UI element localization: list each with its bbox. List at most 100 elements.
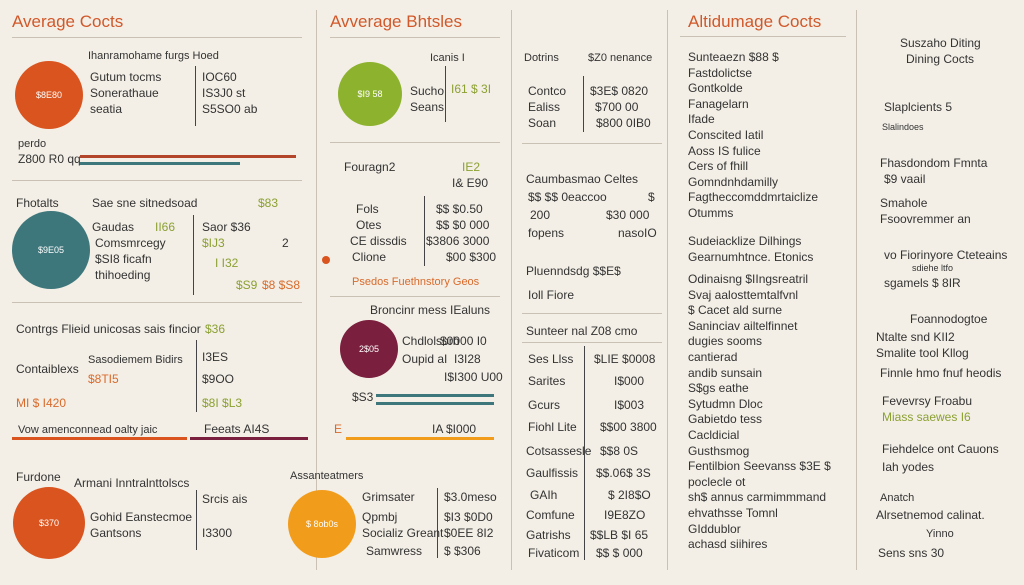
circle-label: $370 xyxy=(38,518,60,528)
list-item: Svaj aalosttemtalfvnl xyxy=(688,287,799,302)
col1-s2-header: Fhotalts xyxy=(16,196,59,210)
col1-s2-circle: $9E05 xyxy=(12,211,90,289)
col5-c: Smahole xyxy=(880,196,928,210)
col5-f2: Miass saewes I6 xyxy=(882,410,971,424)
row-value: S5SO0 ab xyxy=(202,102,258,116)
row-value: $00 $300 xyxy=(446,250,497,264)
col1-s2-vline xyxy=(193,215,194,295)
list-item: Cacldicial xyxy=(688,428,740,442)
circle-label: $9E05 xyxy=(37,245,65,255)
col1-s1-left1: perdo xyxy=(18,138,47,150)
row-label: Comfune xyxy=(526,508,575,522)
col5-a2: Slalindoes xyxy=(882,122,924,132)
row-label: $SI8 ficafn xyxy=(95,252,152,266)
list-item: Sunteaezn $88 $ xyxy=(688,50,779,64)
row-label: Gutum tocms xyxy=(90,70,162,84)
list-item: Gusthsmog xyxy=(688,443,750,458)
list-item: dugies sooms xyxy=(688,334,763,349)
col5-h3: Yinno xyxy=(926,528,954,540)
row-value: I$000 xyxy=(614,374,645,388)
col5-a: Slaplcients 5 xyxy=(884,100,953,114)
row-value: $3E$ 0820 xyxy=(590,84,649,98)
row-value: $$.06$ 3S xyxy=(596,466,651,480)
col5-d2: sdiehe ltfo xyxy=(912,263,954,273)
col2-s3-bar-a xyxy=(376,394,494,397)
row-value: IS3J0 st xyxy=(202,86,246,100)
row-label: Oupid aI xyxy=(402,352,448,366)
col2-s4-vline xyxy=(437,488,438,558)
col2-s2-header: Fouragn2 xyxy=(344,160,396,174)
row-label: Contco xyxy=(528,84,567,98)
col2-s2-val2: I& E90 xyxy=(452,176,489,190)
row-label: Ealiss xyxy=(528,100,561,114)
row-extra: 2 xyxy=(282,236,289,250)
col5-h4: Sens sns 30 xyxy=(878,546,945,560)
row-label: seatia xyxy=(90,102,123,116)
row-label: Samwress xyxy=(366,544,423,558)
row-value: $ xyxy=(648,190,655,204)
divider-4 xyxy=(856,10,857,570)
row-value: I61 $ 3I xyxy=(451,82,492,96)
col1-s1-bar-b xyxy=(80,162,240,165)
col3-s1-rule xyxy=(522,143,662,144)
col3-s3-rule xyxy=(522,313,662,314)
row-label: fopens xyxy=(528,226,565,240)
row-extra: $8 $S8 xyxy=(262,278,301,292)
col2-s2-val: IE2 xyxy=(462,160,481,174)
row-value: $3806 3000 xyxy=(426,234,490,248)
row-label: CE dissdis xyxy=(350,234,407,248)
col2-s3-bar-c xyxy=(346,437,494,440)
row-label: $$ $$ 0eaccoo xyxy=(528,190,607,204)
row-label: Gcurs xyxy=(528,398,561,412)
col2-s2-dot xyxy=(322,256,330,264)
row-value: I$003 xyxy=(614,398,645,412)
list-item: Gontkolde xyxy=(688,81,743,96)
col4-list2-title2: Gearnumhtnce. Etonics xyxy=(688,250,814,264)
row-label: Grimsater xyxy=(362,490,415,504)
row-value: I9E8ZO xyxy=(604,508,646,522)
row-label: Cotsassesle xyxy=(526,444,592,458)
col1-s4-circle: $370 xyxy=(13,487,85,559)
row-value: Sasodiemem Bidirs xyxy=(88,354,183,366)
row-label: Ses Llss xyxy=(528,352,574,366)
list-item: Fentilbion Seevanss $3E $ xyxy=(688,459,831,474)
col2-title-rule xyxy=(330,37,500,38)
row-value: $$ $ 000 xyxy=(596,546,643,560)
row-value: Srcis ais xyxy=(202,492,248,506)
col1-s1-vline xyxy=(195,66,196,126)
col1-s1-circle: $8E80 xyxy=(15,61,83,129)
row-value: $ 2I8$O xyxy=(608,488,651,502)
row-label: Gatrishs xyxy=(526,528,571,542)
row-label: Chdlolsorh xyxy=(402,334,460,348)
col1-title: Average Cocts xyxy=(12,12,124,31)
col5-e2: Ntalte snd KII2 xyxy=(876,330,955,344)
col3-s4-header: Sunteer nal Z08 cmo xyxy=(526,324,638,338)
col3-s4-vline xyxy=(584,346,585,560)
col1-s4-vline xyxy=(196,490,197,550)
row-label: Fiohl Lite xyxy=(528,420,577,434)
list-item: Saninciav ailtelfinnet xyxy=(688,318,798,333)
col5-title1: Suszaho Diting xyxy=(900,36,981,50)
row-label: Clione xyxy=(352,250,387,264)
row-value: I3I28 xyxy=(454,352,481,366)
col1-s1-left2: Z800 R0 qq xyxy=(18,152,81,166)
list-item: achasd siihires xyxy=(688,537,768,552)
list-item: $ Cacet ald surne xyxy=(688,303,783,318)
col1-s3-header: Contrgs Flieid unicosas sais fincior xyxy=(16,322,201,336)
row-value: $700 00 xyxy=(595,100,639,114)
row-label: Sonerathaue xyxy=(90,86,159,100)
row-value: $I3 $0D0 xyxy=(444,510,493,524)
row-label: Contaiblexs xyxy=(16,362,79,376)
row-label: Socializ Greant xyxy=(362,526,444,540)
list-item: Gabietdo tess xyxy=(688,412,763,427)
col1-title-rule xyxy=(12,37,302,38)
row-label: Sucho xyxy=(410,84,445,98)
list-item: andib sunsain xyxy=(688,365,763,380)
col5-c2: Fsoovremmer an xyxy=(880,212,971,226)
col2-s3-v1: $S3 xyxy=(352,390,374,404)
row-value: I$I300 U00 xyxy=(444,370,503,384)
row-value: $$ $0.50 xyxy=(436,202,483,216)
row-value: $3.0meso xyxy=(444,490,497,504)
col3-s3-header2: Ioll Fiore xyxy=(528,288,575,302)
row-value: $0000 I0 xyxy=(440,334,487,348)
